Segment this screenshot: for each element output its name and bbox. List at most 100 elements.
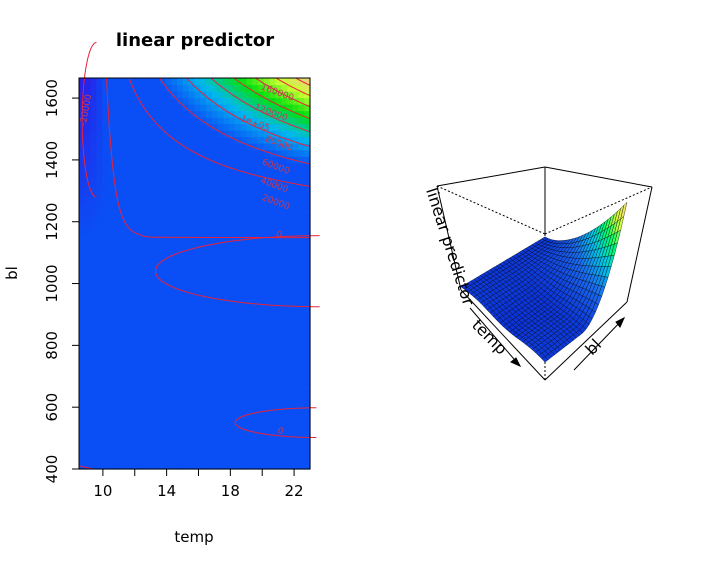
heatmap-cell <box>200 175 207 183</box>
heatmap-cell <box>130 247 138 255</box>
heatmap-cell <box>269 390 276 398</box>
heatmap-cell <box>125 149 132 157</box>
heatmap-cell <box>90 280 97 288</box>
heatmap-cell <box>211 397 219 405</box>
heatmap-cell <box>206 410 213 418</box>
heatmap-cell <box>165 332 173 340</box>
heatmap-cell <box>84 286 92 294</box>
heatmap-cell <box>79 455 86 464</box>
heatmap-cell <box>142 455 149 464</box>
heatmap-cell <box>113 306 121 314</box>
heatmap-cell <box>148 397 155 405</box>
heatmap-cell <box>130 136 138 144</box>
heatmap-cell <box>304 143 311 151</box>
heatmap-cell <box>286 319 294 327</box>
heatmap-cell <box>211 97 219 105</box>
heatmap-cell <box>304 260 311 268</box>
heatmap-cell <box>119 338 126 346</box>
heatmap-cell <box>79 240 86 249</box>
heatmap-cell <box>269 371 276 379</box>
heatmap-cell <box>154 325 161 333</box>
heatmap-cell <box>125 436 132 444</box>
heatmap-cell <box>90 416 97 424</box>
heatmap-cell <box>148 384 155 392</box>
heatmap-cell <box>298 449 305 457</box>
heatmap-cell <box>90 97 97 105</box>
heatmap-cell <box>148 312 155 320</box>
heatmap-cell <box>119 143 126 151</box>
heatmap-cell <box>165 143 173 151</box>
heatmap-cell <box>119 97 126 105</box>
heatmap-cell <box>298 162 305 170</box>
heatmap-cell <box>177 390 184 398</box>
heatmap-cell <box>292 91 300 99</box>
heatmap-cell <box>223 188 230 196</box>
heatmap-cell <box>113 338 121 346</box>
heatmap-cell <box>159 84 167 92</box>
heatmap-cell <box>165 182 173 190</box>
heatmap-cell <box>113 149 121 157</box>
heatmap-cell <box>304 338 311 346</box>
heatmap-cell <box>159 208 167 216</box>
heatmap-cell <box>188 306 196 314</box>
heatmap-cell <box>171 123 178 131</box>
heatmap-cell <box>119 351 126 359</box>
heatmap-cell <box>281 169 288 177</box>
heatmap-cell <box>130 104 138 112</box>
heatmap-cell <box>286 280 294 288</box>
heatmap-cell <box>136 364 144 372</box>
heatmap-cell <box>200 351 207 359</box>
heatmap-cell <box>240 351 248 359</box>
heatmap-cell <box>188 358 196 366</box>
heatmap-cell <box>200 384 207 392</box>
heatmap-cell <box>148 97 155 105</box>
heatmap-cell <box>252 149 259 157</box>
heatmap-cell <box>96 325 103 333</box>
heatmap-cell <box>217 266 224 275</box>
heatmap-cell <box>188 208 196 216</box>
heatmap-cell <box>286 377 294 385</box>
heatmap-cell <box>200 78 207 86</box>
heatmap-cell <box>136 188 144 196</box>
heatmap-cell <box>113 136 121 144</box>
heatmap-cell <box>182 104 190 112</box>
heatmap-cell <box>246 110 253 118</box>
heatmap-cell <box>304 195 311 203</box>
heatmap-cell <box>159 266 167 275</box>
heatmap-cell <box>269 455 276 464</box>
heatmap-cell <box>286 299 294 307</box>
heatmap-cell <box>154 162 161 170</box>
heatmap-cell <box>252 188 259 196</box>
heatmap-cell <box>107 429 115 438</box>
heatmap-cell <box>148 162 155 170</box>
heatmap-cell <box>246 455 253 464</box>
heatmap-cell <box>252 104 259 112</box>
heatmap-cell <box>125 397 132 405</box>
heatmap-cell <box>229 78 236 86</box>
heatmap-cell <box>102 240 109 249</box>
heatmap-cell <box>142 227 149 235</box>
heatmap-cell <box>298 136 305 144</box>
heatmap-cell <box>136 221 144 229</box>
heatmap-cell <box>125 338 132 346</box>
heatmap-cell <box>107 377 115 385</box>
heatmap-cell <box>102 338 109 346</box>
heatmap-cell <box>258 175 265 183</box>
heatmap-cell <box>102 410 109 418</box>
heatmap-cell <box>119 123 126 131</box>
heatmap-cell <box>252 345 259 353</box>
heatmap-cell <box>281 156 288 164</box>
heatmap-cell <box>148 266 155 275</box>
heatmap-cell <box>102 397 109 405</box>
heatmap-cell <box>275 436 282 444</box>
perspective-axis-arrows <box>469 307 626 371</box>
heatmap-cell <box>96 175 103 183</box>
contour-line <box>128 77 311 187</box>
heatmap-cell <box>107 266 115 275</box>
heatmap-cell <box>154 175 161 183</box>
heatmap-cell <box>200 143 207 151</box>
heatmap-cell <box>79 91 86 99</box>
heatmap-cell <box>286 253 294 262</box>
heatmap-cell <box>125 130 132 138</box>
heatmap-cell <box>229 319 236 327</box>
